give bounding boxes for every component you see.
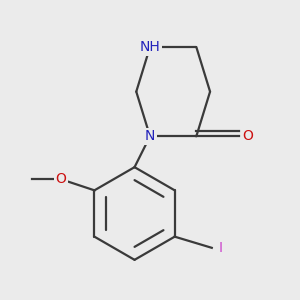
- Text: NH: NH: [140, 40, 160, 54]
- Text: I: I: [218, 241, 222, 255]
- Text: N: N: [145, 129, 155, 143]
- Text: O: O: [242, 129, 253, 143]
- Text: O: O: [55, 172, 66, 186]
